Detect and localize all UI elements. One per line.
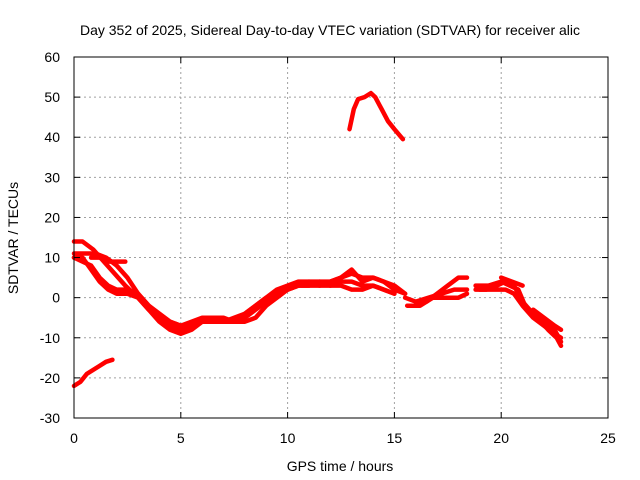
series-line-arc-late-3: [477, 287, 564, 341]
series-line-arc-short-top: [88, 255, 128, 264]
y-tick-label: 0: [52, 290, 60, 306]
y-tick-label: 10: [44, 250, 60, 266]
series-line-arc-evening-b: [404, 291, 470, 308]
grid-layer: [74, 57, 608, 418]
y-tick-label: -20: [40, 370, 60, 386]
y-tick-label: -10: [40, 330, 60, 346]
y-tick-label: 50: [44, 89, 60, 105]
y-tick-label: 30: [44, 169, 60, 185]
y-tick-label: 40: [44, 129, 60, 145]
tick-layer: 0 5 10 15 20 25 -30 -20 -10 0 10 20 30 40 50 60: [40, 49, 616, 446]
series-line-arc-lower: [71, 255, 397, 333]
x-tick-label: 15: [387, 430, 403, 446]
plot-frame: [73, 56, 609, 419]
series-line-arc-peak: [347, 90, 406, 142]
x-tick-label: 20: [493, 430, 509, 446]
x-axis-label: GPS time / hours: [287, 458, 394, 474]
x-tick-label: 10: [280, 430, 296, 446]
series-layer: [71, 90, 564, 389]
y-tick-label: -30: [40, 410, 60, 426]
series-line-arc-late-5: [498, 275, 525, 288]
series-line-arc-evening-c: [413, 287, 470, 304]
x-tick-label: 0: [70, 430, 78, 446]
x-tick-label: 25: [600, 430, 616, 446]
x-tick-label: 5: [177, 430, 185, 446]
y-tick-label: 60: [44, 49, 60, 65]
series-line-arc-upper-1: [71, 239, 397, 337]
y-axis-label: SDTVAR / TECUs: [5, 182, 21, 294]
series-line-arc-morning-low: [71, 357, 115, 389]
y-tick-label: 20: [44, 209, 60, 225]
series-line-arc-late-4: [530, 307, 564, 333]
chart-title: Day 352 of 2025, Sidereal Day-to-day VTE…: [80, 22, 580, 38]
